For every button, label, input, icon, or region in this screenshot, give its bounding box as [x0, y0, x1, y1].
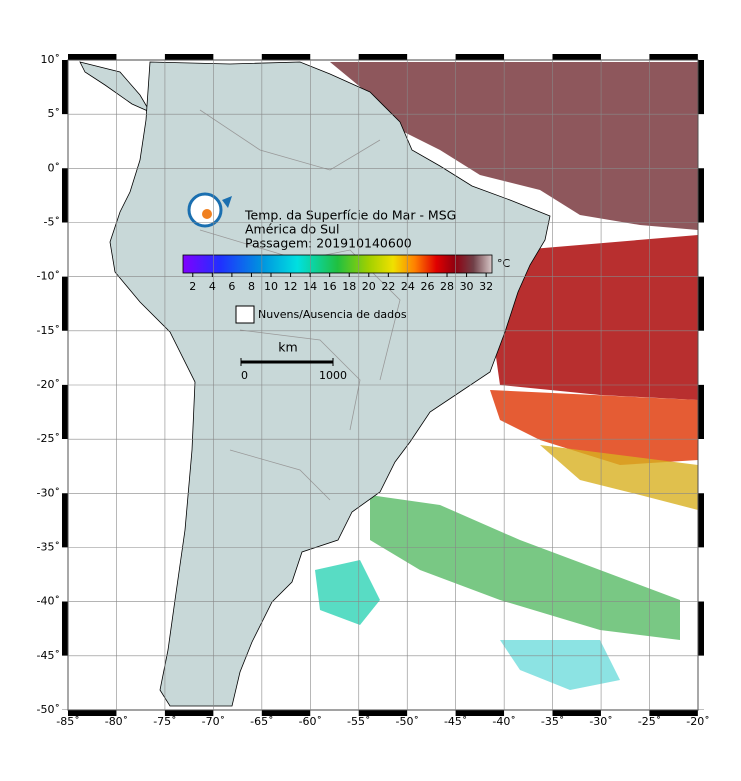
legend-label: Nuvens/Ausencia de dados	[258, 308, 407, 321]
x-tick-label: -20˚	[686, 715, 709, 728]
colorbar-tick-label: 12	[284, 280, 298, 293]
sst-orange	[490, 390, 698, 465]
x-tick-label: -25˚	[638, 715, 661, 728]
land-south-america	[109, 61, 551, 707]
colorbar-tick-label: 8	[248, 280, 255, 293]
x-tick-label: -60˚	[299, 715, 322, 728]
colorbar-tick-label: 18	[342, 280, 356, 293]
y-tick-label: -20˚	[37, 378, 60, 391]
colorbar-tick-label: 16	[323, 280, 337, 293]
colorbar-tick-label: 24	[401, 280, 415, 293]
x-tick-label: -50˚	[395, 715, 418, 728]
colorbar-tick-label: 4	[209, 280, 216, 293]
sst-yellow	[540, 445, 698, 510]
y-tick-label: 5˚	[48, 107, 61, 120]
sst-cyan	[315, 560, 380, 625]
sst-green	[370, 495, 680, 640]
frame-bars	[68, 54, 698, 716]
x-tick-label: -75˚	[153, 715, 176, 728]
colorbar-tick-label: 20	[362, 280, 376, 293]
title-line: Temp. da Superfície do Mar - MSG	[244, 208, 456, 223]
colorbar-tick-label: 22	[381, 280, 395, 293]
colorbar	[182, 254, 493, 274]
colorbar-tick-label: 32	[479, 280, 493, 293]
x-tick-label: -70˚	[202, 715, 225, 728]
colorbar-tick-label: 26	[420, 280, 434, 293]
logo	[187, 192, 232, 228]
x-tick-label: -65˚	[250, 715, 273, 728]
x-tick-label: -55˚	[347, 715, 370, 728]
x-tick-label: -85˚	[56, 715, 79, 728]
title-line: América do Sul	[245, 222, 339, 237]
scale-unit: km	[278, 340, 297, 355]
x-tick-label: -30˚	[589, 715, 612, 728]
scale-label: 0	[241, 369, 248, 382]
sst-cyan-south	[500, 640, 620, 690]
land-central-america	[79, 61, 151, 113]
x-tick-label: -45˚	[444, 715, 467, 728]
x-tick-label: -40˚	[492, 715, 515, 728]
map-area	[79, 61, 698, 707]
y-tick-label: -25˚	[37, 432, 60, 445]
scale-label: 1000	[319, 369, 347, 382]
sst-warm	[330, 62, 698, 230]
colorbar-unit: °C	[497, 257, 511, 270]
y-tick-label: -45˚	[37, 649, 60, 662]
y-tick-label: -10˚	[37, 270, 60, 283]
x-tick-label: -80˚	[105, 715, 128, 728]
title-line: Passagem: 201910140600	[245, 236, 412, 251]
legend-swatch	[235, 305, 255, 324]
y-tick-label: -40˚	[37, 595, 60, 608]
y-tick-label: -15˚	[37, 324, 60, 337]
borders	[199, 109, 401, 501]
sst-hot	[495, 235, 698, 400]
y-tick-label: -50˚	[37, 703, 60, 716]
colorbar-tick-label: 6	[228, 280, 235, 293]
y-tick-label: -5˚	[44, 216, 60, 229]
y-tick-label: -30˚	[37, 486, 60, 499]
y-tick-label: 0˚	[48, 161, 61, 174]
y-tick-label: 10˚	[41, 53, 61, 66]
colorbar-tick-label: 30	[460, 280, 474, 293]
frame-bars-side	[62, 60, 704, 710]
colorbar-tick-label: 10	[264, 280, 278, 293]
x-tick-label: -35˚	[541, 715, 564, 728]
colorbar-tick-label: 2	[189, 280, 196, 293]
colorbar-tick-label: 28	[440, 280, 454, 293]
colorbar-tick-label: 14	[303, 280, 317, 293]
y-tick-label: -35˚	[37, 541, 60, 554]
